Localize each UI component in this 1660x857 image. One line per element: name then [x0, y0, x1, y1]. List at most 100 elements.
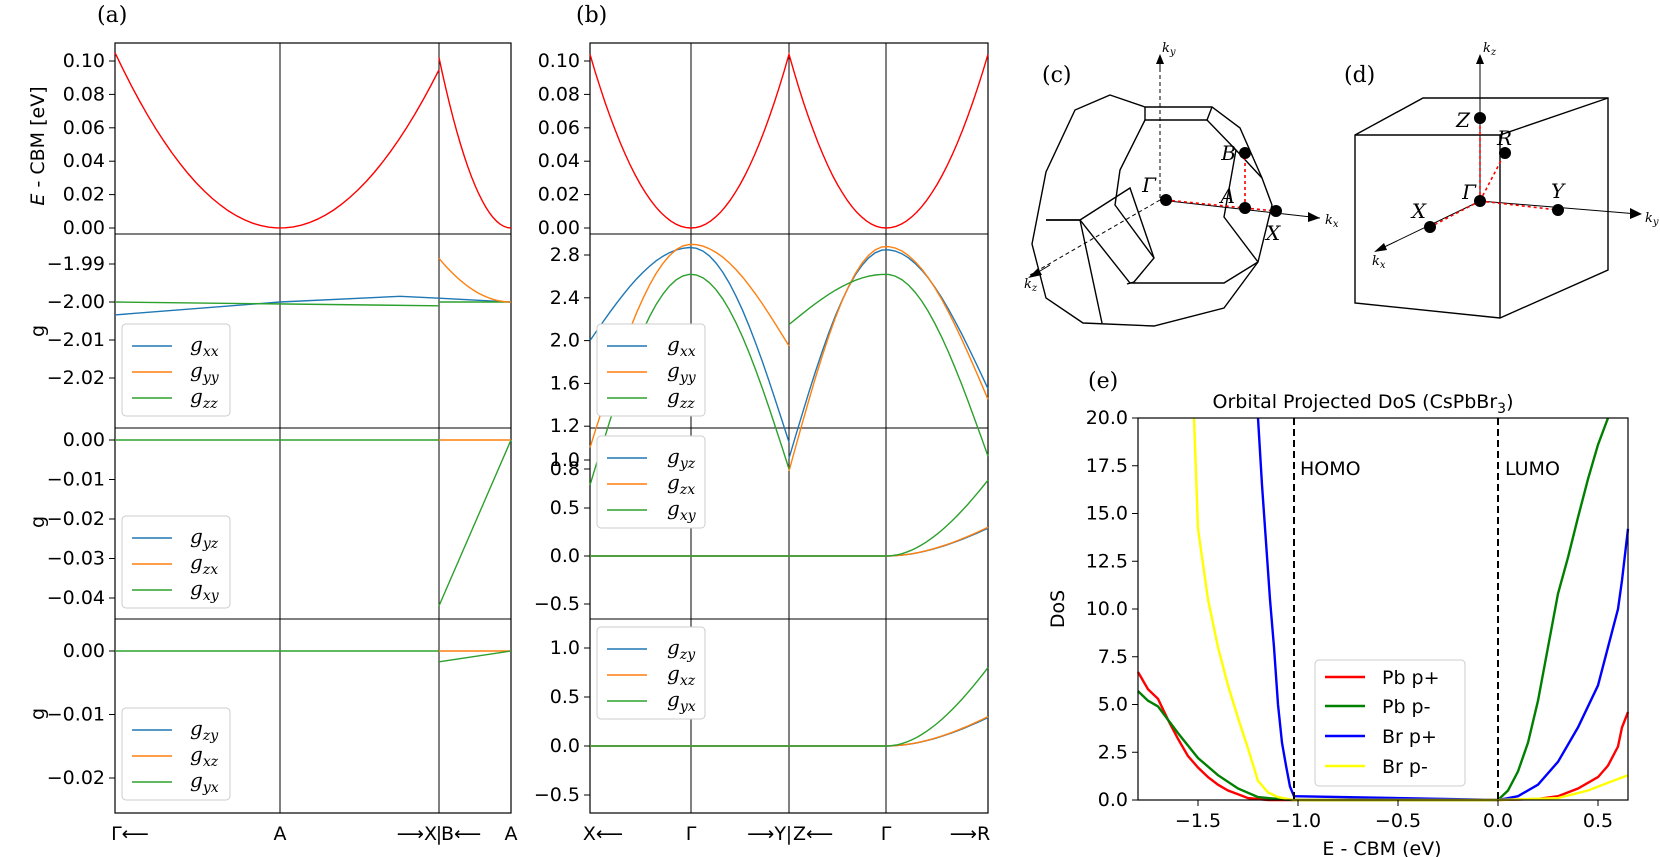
b-diag-ytick: 1.6: [550, 372, 580, 394]
a-energy-ytick: 0.10: [63, 50, 105, 72]
a-off2-ytick: 0.00: [63, 640, 105, 662]
svg-text:Z: Z: [1455, 108, 1471, 132]
dos-ytick: 10.0: [1086, 598, 1128, 620]
b-off2-ytick: 0.0: [550, 735, 580, 757]
panel-b-legend-diag: gxx gyy gzz: [596, 323, 706, 417]
panel-b-xtick-gamma: Γ: [686, 823, 697, 845]
panel-b-legend-off2: gzy gxz gyx: [596, 626, 706, 720]
b-gzx-curve: [590, 526, 989, 557]
svg-text:gyx: gyx: [667, 687, 696, 715]
b-off2-ytick: 0.5: [550, 686, 580, 708]
svg-text:gzx: gzx: [667, 470, 695, 498]
dos-title: Orbital Projected DoS (CsPbBr3): [1213, 391, 1514, 417]
bz-top-face: [1144, 106, 1213, 121]
a-diag-ytick: −2.00: [47, 291, 105, 313]
panel-label-e: (e): [1088, 369, 1118, 394]
svg-text:gxz: gxz: [667, 661, 696, 689]
panel-label-b: (b): [576, 3, 607, 28]
panel-c-labels: Γ B A X ky kx kz: [1024, 41, 1339, 294]
b-diag-ytick: 2.0: [550, 330, 580, 352]
panel-label-d: (d): [1344, 63, 1375, 88]
svg-text:gxx: gxx: [667, 332, 696, 360]
legend-gxz: gxz: [190, 742, 219, 770]
dos-ytick: 17.5: [1086, 455, 1128, 477]
legend-br-p-minus: Br p-: [1382, 756, 1428, 778]
a-off2-ytick: −0.02: [47, 767, 105, 789]
svg-text:Γ: Γ: [1461, 180, 1477, 204]
panel-a-xtick-gamma: Γ⟵: [111, 823, 149, 845]
svg-text:gyy: gyy: [667, 358, 697, 386]
panel-a-legend-off2: gzy gxz gyx: [121, 707, 231, 801]
panel-a-ticks: 0.10 0.08 0.06 0.04 0.02 0.00 −1.99 −2.00 −2.01 −…: [47, 50, 115, 789]
b-diag-ytick: 2.4: [550, 287, 580, 309]
dos-xlabel: E - CBM (eV): [1322, 838, 1441, 857]
a-off-ytick: −0.02: [47, 508, 105, 530]
dos-ylabel: DoS: [1047, 590, 1069, 628]
panel-a-g-ylabel-3: g: [27, 708, 49, 720]
b-energy-ytick: 0.10: [538, 50, 580, 72]
dos-ytick: 12.5: [1086, 550, 1128, 572]
bz-outline: [1031, 94, 1273, 327]
panel-b-xtick-X: X⟵: [583, 823, 623, 845]
svg-text:gzz: gzz: [667, 384, 695, 412]
legend-gzz: gzz: [190, 384, 218, 412]
b-energy-ytick: 0.04: [538, 150, 580, 172]
dos-series-2: [1256, 417, 1630, 802]
panel-d-labels: Z R Γ X Y kz ky kx: [1372, 41, 1659, 271]
panel-a-xtick-X: ⟶X: [397, 823, 437, 845]
dos-ytick: 7.5: [1098, 646, 1128, 668]
b-gyx-curve: [590, 667, 989, 747]
svg-text:X: X: [1264, 221, 1281, 245]
svg-text:Y: Y: [1551, 179, 1566, 203]
a-energy-ytick: 0.00: [63, 217, 105, 239]
dos-ytick: 2.5: [1098, 741, 1128, 763]
a-energy-ytick: 0.08: [63, 83, 105, 105]
cube-point-R: [1499, 147, 1511, 159]
dos-xtick: 0.5: [1583, 810, 1613, 832]
legend-gzx: gzx: [190, 550, 218, 578]
legend-gyx: gyx: [190, 768, 219, 796]
panel-a-energy-ylabel: E - CBM [eV]: [27, 86, 49, 205]
bz-edge-5: [1223, 149, 1259, 263]
a-diag-ytick: −1.99: [47, 253, 105, 275]
panel-a-xtick-B: B⟵: [441, 823, 481, 845]
dos-xtick: −1.5: [1175, 810, 1221, 832]
dos-ytick: 5.0: [1098, 694, 1128, 716]
dos-xtick: 0.0: [1483, 810, 1513, 832]
b-diag-ytick: 2.8: [550, 244, 580, 266]
panel-a: 0.10 0.08 0.06 0.04 0.02 0.00 −1.99 −2.00 −2.01 −…: [27, 42, 518, 845]
a-off2-ytick: −0.01: [47, 704, 105, 726]
a-energy-ytick: 0.06: [63, 117, 105, 139]
b-diag-ytick: 0.8: [550, 458, 580, 480]
b-off-ytick: 0.0: [550, 545, 580, 567]
panel-a-curves: [114, 52, 512, 663]
bz-point-gamma: [1160, 194, 1172, 206]
panel-b-xtick-Y: ⟶Y: [747, 823, 786, 845]
a-gxy-curve-2: [438, 439, 512, 607]
dos-xtick: −1.0: [1275, 810, 1321, 832]
svg-text:A: A: [1219, 184, 1235, 208]
a-off-ytick: 0.00: [63, 429, 105, 451]
a-energy-curve-2: [438, 57, 512, 229]
a-energy-curve-1: [114, 52, 440, 229]
panel-a-xtick-sep: |: [436, 823, 442, 845]
b-gxx-curve-1: [589, 246, 790, 443]
panel-a-xtick-A2: A: [505, 823, 518, 845]
bz-point-X: [1270, 205, 1282, 217]
b-off-ytick: −0.5: [534, 593, 580, 615]
panel-label-c: (c): [1042, 63, 1072, 88]
a-off-ytick: −0.03: [47, 548, 105, 570]
svg-text:B: B: [1220, 141, 1236, 165]
b-off-ytick: 1.0: [550, 449, 580, 471]
b-off2-ytick: 1.0: [550, 637, 580, 659]
a-gyy-curve: [438, 257, 512, 303]
a-diag-ytick: −2.01: [47, 329, 105, 351]
legend-gxy: gxy: [190, 576, 220, 604]
svg-text:kx: kx: [1372, 254, 1386, 271]
bz-path-gamma-A: [1165, 199, 1246, 209]
legend-br-p-plus: Br p+: [1382, 726, 1437, 748]
panel-b: 0.10 0.08 0.06 0.04 0.02 0.00 2.8 2.4 2.0 1.6 1.2 0…: [534, 42, 990, 845]
b-gxz-curve: [590, 715, 989, 747]
homo-label: HOMO: [1300, 458, 1361, 480]
